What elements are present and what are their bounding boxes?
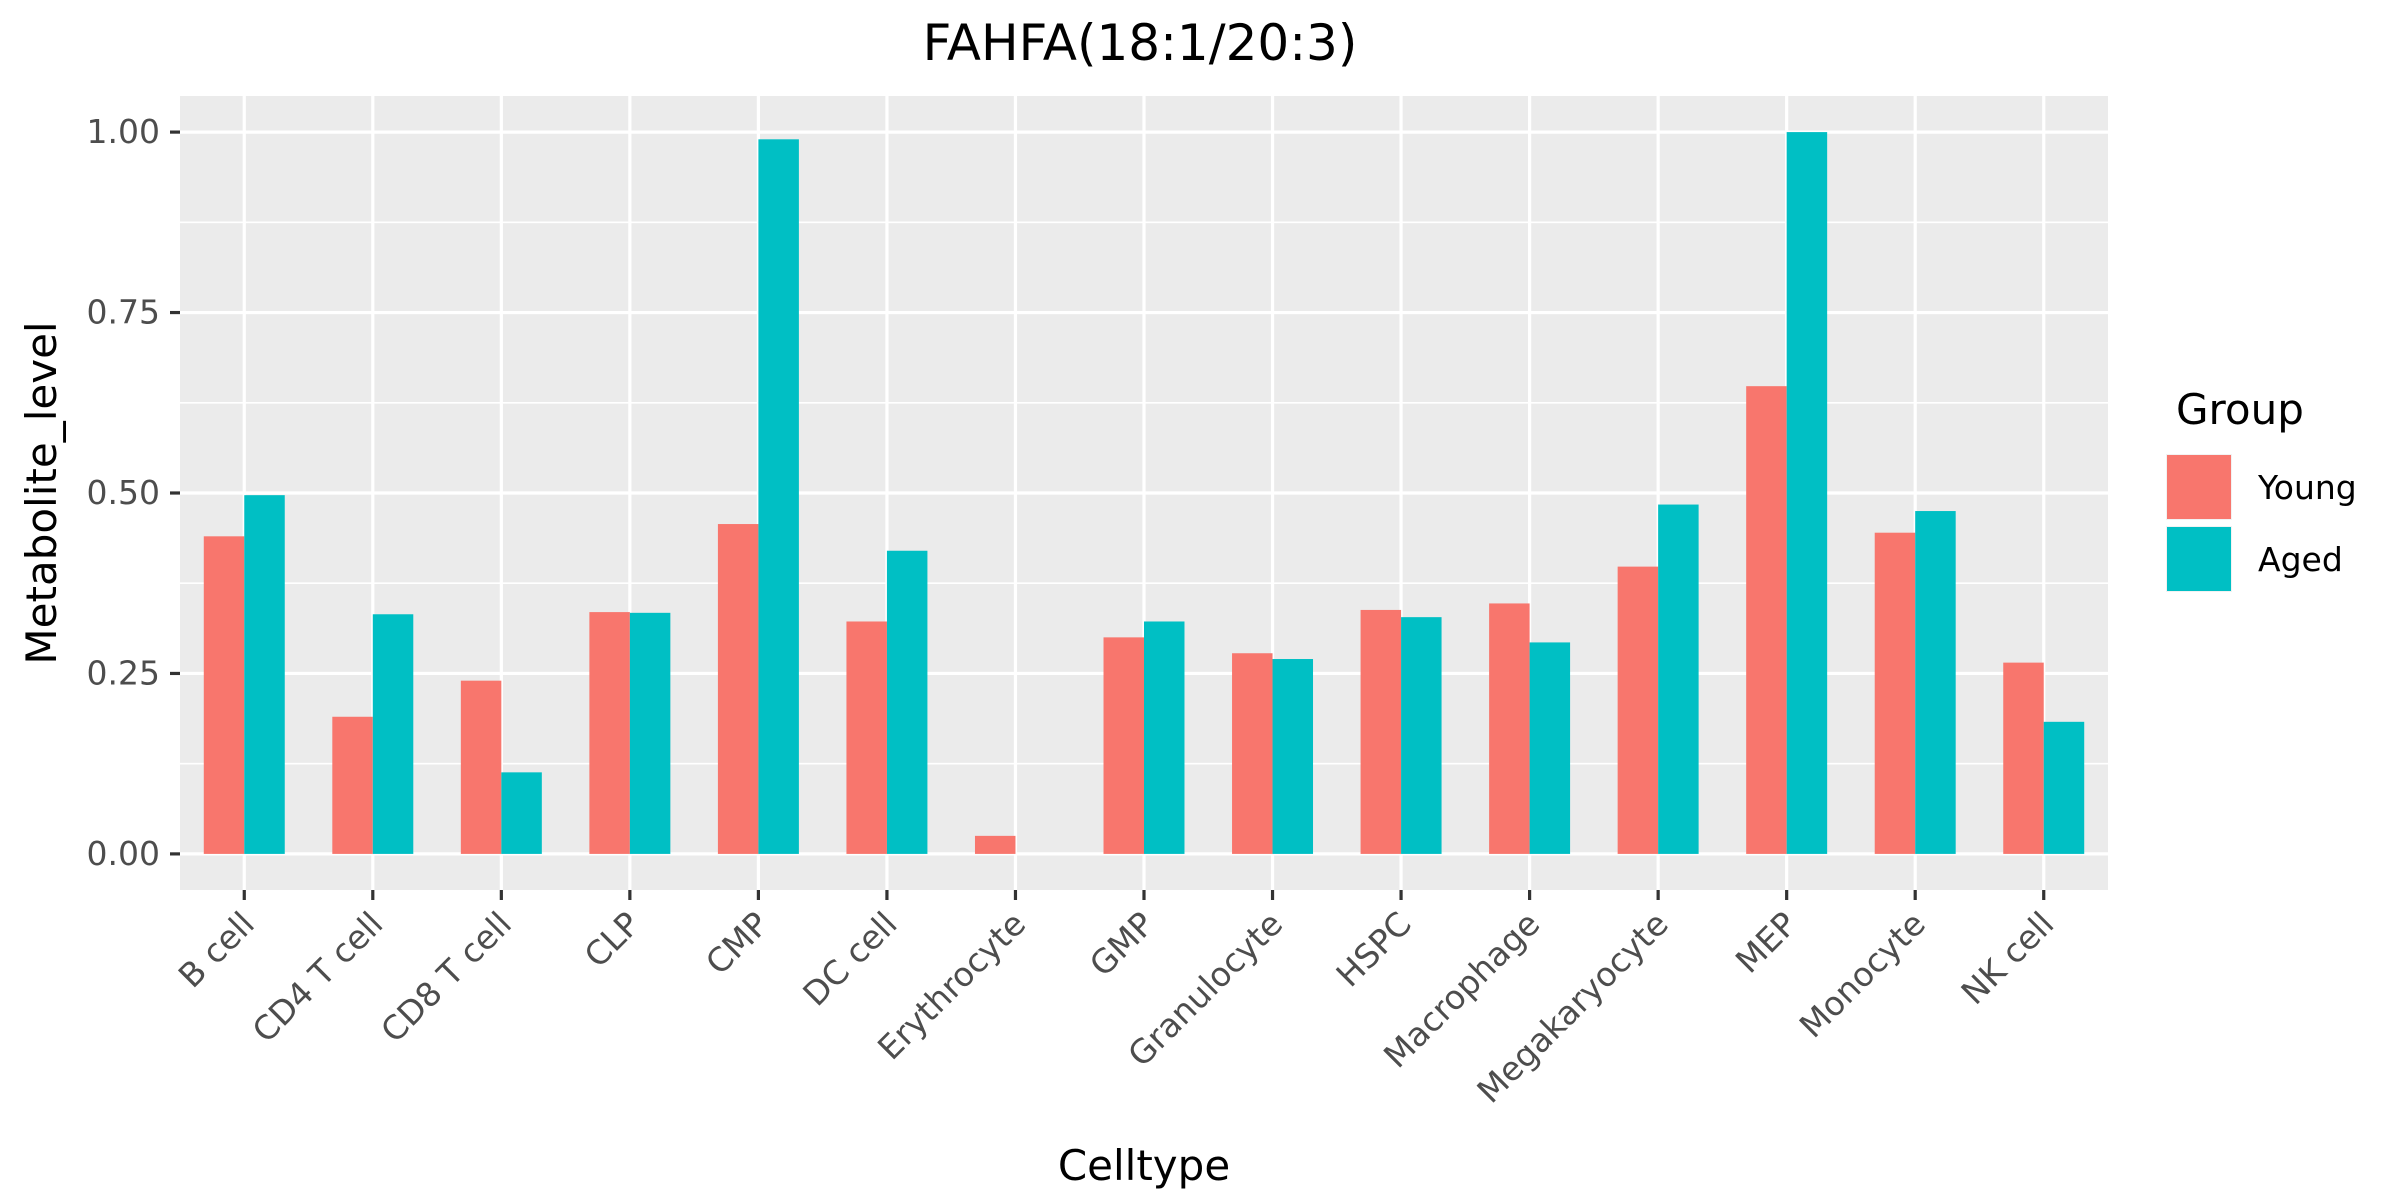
y-axis: 0.00 0.25 0.50 0.75 1.00 bbox=[87, 112, 180, 873]
bar-young-clp bbox=[589, 612, 630, 854]
legend-key-young bbox=[2167, 455, 2231, 519]
y-tick-label: 0.25 bbox=[87, 653, 160, 692]
legend-title: Group bbox=[2176, 385, 2304, 434]
bar-young-dc-cell bbox=[846, 621, 887, 854]
bar-aged-monocyte bbox=[1915, 511, 1956, 854]
chart-title: FAHFA(18:1/20:3) bbox=[923, 14, 1358, 72]
y-tick-label: 0.75 bbox=[87, 293, 160, 332]
bar-aged-cd8-t-cell bbox=[501, 772, 542, 854]
bar-aged-megakaryocyte bbox=[1658, 504, 1699, 854]
x-tick-label: GMP bbox=[1082, 904, 1162, 984]
legend-key-aged bbox=[2167, 527, 2231, 591]
bar-aged-cd4-t-cell bbox=[372, 614, 414, 854]
bar-young-cd4-t-cell bbox=[332, 716, 373, 854]
bar-aged-nk-cell bbox=[2043, 721, 2085, 854]
bar-aged-gmp bbox=[1144, 621, 1185, 854]
y-tick-label: 1.00 bbox=[87, 112, 160, 151]
legend: Group Young Aged bbox=[2166, 385, 2357, 592]
bar-aged-hspc bbox=[1401, 617, 1442, 854]
bar-aged-b-cell bbox=[244, 495, 285, 854]
bar-aged-cmp bbox=[758, 139, 799, 854]
y-tick-label: 0.50 bbox=[87, 473, 160, 512]
x-tick-label: HSPC bbox=[1328, 904, 1418, 994]
x-tick-label: MEP bbox=[1728, 904, 1805, 981]
bar-aged-granulocyte bbox=[1272, 659, 1314, 854]
x-tick-label: CD4 T cell bbox=[245, 904, 391, 1050]
y-axis-title: Metabolite_level bbox=[17, 321, 66, 664]
bar-young-mep bbox=[1746, 386, 1787, 854]
bar-young-monocyte bbox=[1874, 532, 1916, 854]
bar-young-nk-cell bbox=[2003, 662, 2044, 854]
x-axis-title: Celltype bbox=[1058, 1141, 1230, 1190]
y-tick-label: 0.00 bbox=[87, 834, 160, 873]
legend-items: Young Aged bbox=[2166, 454, 2357, 592]
x-tick-label: CLP bbox=[577, 904, 648, 975]
x-tick-label: DC cell bbox=[795, 904, 904, 1013]
bar-aged-mep bbox=[1786, 132, 1828, 854]
legend-label-young: Young bbox=[2257, 468, 2357, 507]
bar-aged-clp bbox=[629, 612, 671, 854]
bar-aged-dc-cell bbox=[886, 550, 928, 854]
bar-young-macrophage bbox=[1489, 603, 1530, 854]
bar-young-granulocyte bbox=[1232, 653, 1273, 854]
bars bbox=[203, 132, 2085, 854]
bar-young-cmp bbox=[717, 524, 759, 854]
x-tick-label: CD8 T cell bbox=[373, 904, 519, 1050]
bar-young-megakaryocyte bbox=[1617, 566, 1659, 854]
x-tick-label: B cell bbox=[171, 904, 262, 995]
bar-young-b-cell bbox=[203, 536, 245, 854]
bar-young-erythrocyte bbox=[974, 835, 1016, 854]
x-tick-label: NK cell bbox=[1953, 904, 2061, 1012]
x-tick-label: CMP bbox=[698, 904, 776, 982]
legend-label-aged: Aged bbox=[2258, 540, 2343, 579]
bar-aged-macrophage bbox=[1529, 642, 1571, 854]
bar-young-cd8-t-cell bbox=[460, 680, 502, 854]
x-tick-label: Monocyte bbox=[1792, 904, 1933, 1045]
bar-young-gmp bbox=[1103, 637, 1144, 854]
bar-young-hspc bbox=[1360, 609, 1402, 854]
